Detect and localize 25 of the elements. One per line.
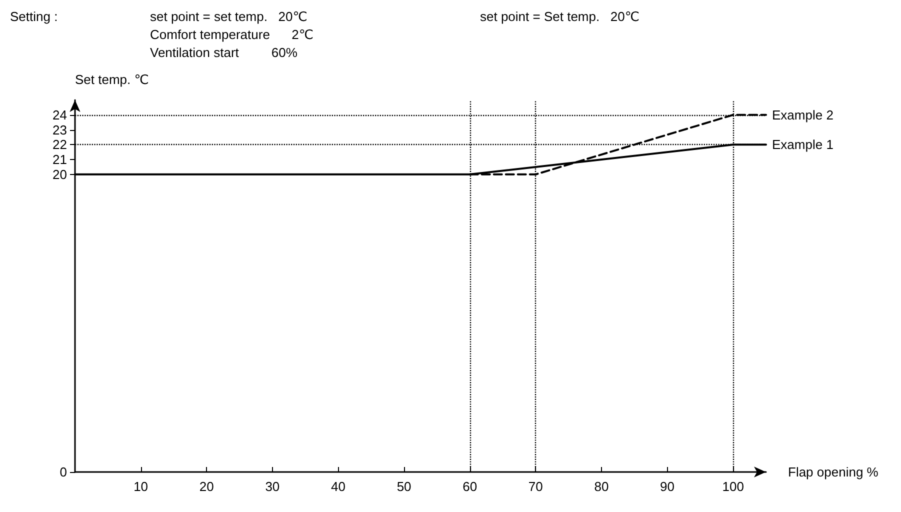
- text: Ventilation start 60%: [150, 45, 298, 60]
- x-tick-label: 60: [462, 479, 478, 494]
- x-tick-label: 80: [594, 479, 609, 494]
- x-axis-title: Flap opening %: [788, 464, 879, 480]
- y-tick-label: 24: [52, 107, 67, 122]
- x-tick-label: 100: [722, 479, 744, 494]
- x-tick-label: 50: [396, 479, 412, 494]
- x-tick-label: 30: [265, 479, 280, 494]
- x-tick-label: 70: [528, 479, 543, 494]
- series-label: Example 2: [772, 107, 834, 122]
- text: set point = Set temp. 20℃: [480, 9, 640, 24]
- x-tick-label: 90: [660, 479, 675, 494]
- x-tick-label: 40: [331, 479, 346, 494]
- text: set point = set temp. 20℃: [150, 9, 308, 24]
- x-tick-label: 10: [134, 479, 148, 494]
- text: Comfort temperature 2℃: [150, 27, 314, 42]
- y-tick-label: 0: [60, 464, 67, 480]
- text: Setting :: [10, 9, 58, 24]
- y-tick-label: 22: [52, 137, 67, 152]
- y-tick-label: 20: [52, 166, 67, 182]
- x-tick-label: 20: [199, 479, 214, 494]
- y-tick-label: 21: [52, 152, 67, 168]
- series-label: Example 1: [772, 137, 834, 152]
- y-axis-title: Set temp. ℃: [75, 72, 149, 87]
- y-tick-label: 23: [52, 122, 67, 138]
